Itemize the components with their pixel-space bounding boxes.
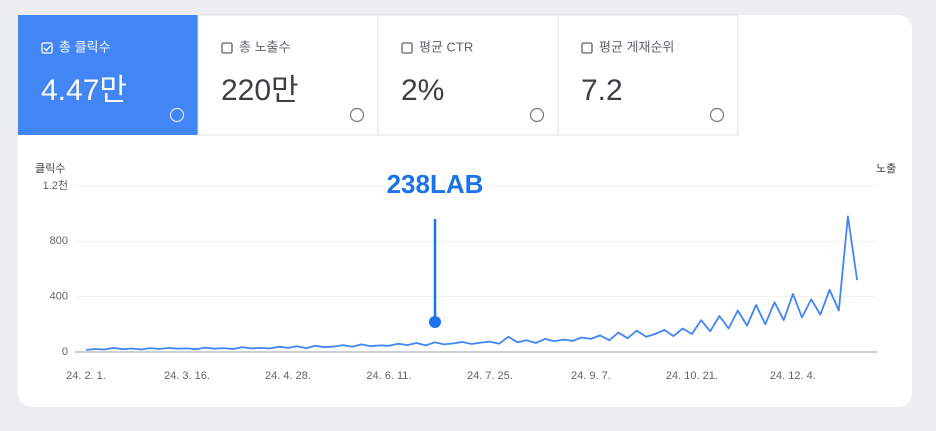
card-value: 2% <box>401 74 444 107</box>
x-tick-label: 24. 4. 28. <box>265 370 311 382</box>
x-tick-label: 24. 7. 25. <box>467 370 513 382</box>
y-tick-label: 0 <box>62 346 68 358</box>
y2-axis-label: 노출 <box>876 162 896 175</box>
series-line <box>85 215 858 351</box>
card-bg <box>197 14 379 136</box>
x-tick-label: 24. 3. 16. <box>164 370 210 382</box>
y-tick-label: 800 <box>50 235 68 247</box>
help-icon <box>169 107 185 123</box>
card-value: 4.47만 <box>41 74 127 107</box>
y-tick-label: 1.2천 <box>43 178 68 192</box>
card-label: 평균 CTR <box>419 39 473 54</box>
help-icon <box>349 107 365 123</box>
help-icon <box>709 107 725 123</box>
checkbox[interactable] <box>581 42 593 54</box>
x-tick-label: 24. 9. 7. <box>571 370 611 382</box>
checkbox[interactable] <box>41 42 53 54</box>
card-label: 총 노출수 <box>239 39 290 54</box>
card-bg <box>557 14 739 136</box>
metric-card[interactable]: 총 클릭수 4.47만 <box>18 15 198 135</box>
annotation-dot <box>429 316 441 328</box>
y-tick-label: 400 <box>50 291 68 303</box>
x-tick-label: 24. 12. 4. <box>770 370 816 382</box>
chart: 클릭수 노출 0 400 800 1.2천 24. 2. 1. 24. 3. 16. 24. 4… <box>35 162 896 382</box>
annotation: 238LAB <box>387 169 484 199</box>
checkbox[interactable] <box>221 42 233 54</box>
card-value: 220만 <box>221 74 299 107</box>
help-icon <box>529 107 545 123</box>
cards: 총 클릭수 4.47만 총 노출수 220만 평균 CTR 2% 평균 게재순위 7.2 <box>18 14 739 136</box>
checkbox[interactable] <box>401 42 413 54</box>
x-tick-label: 24. 2. 1. <box>66 370 106 382</box>
card-value: 7.2 <box>581 74 623 107</box>
x-tick-label: 24. 6. 11. <box>366 370 411 382</box>
x-tick-label: 24. 10. 21. <box>666 370 718 382</box>
metric-card[interactable]: 평균 게재순위 7.2 <box>557 14 739 136</box>
card-label: 평균 게재순위 <box>599 39 674 54</box>
y-axis-label: 클릭수 <box>35 162 65 175</box>
card-bg <box>377 14 559 136</box>
card-bg <box>18 15 198 135</box>
check <box>43 45 52 52</box>
metric-card[interactable]: 평균 CTR 2% <box>377 14 559 136</box>
metric-card[interactable]: 총 노출수 220만 <box>197 14 379 136</box>
card-label: 총 클릭수 <box>59 39 110 54</box>
